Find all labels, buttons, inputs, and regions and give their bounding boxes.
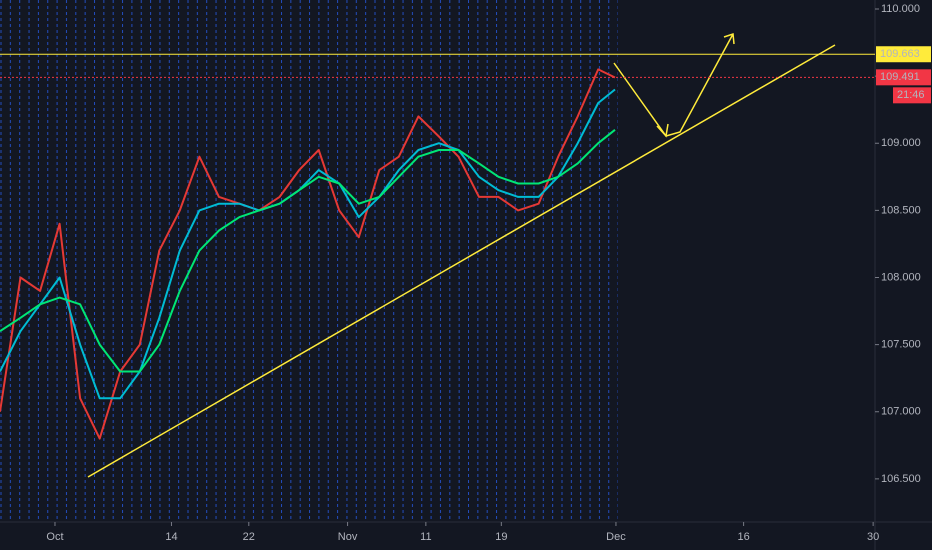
y-tick-label: 106.500	[881, 473, 921, 485]
countdown: 21:46	[897, 89, 925, 101]
y-tick-label: 107.500	[881, 339, 921, 351]
series-line	[0, 68, 616, 440]
x-tick-label: Nov	[338, 531, 358, 543]
arrow-head	[723, 32, 735, 45]
x-tick-label: 30	[867, 531, 879, 543]
x-tick-label: Dec	[606, 531, 626, 543]
y-tick-label: 107.000	[881, 406, 921, 418]
arrow-head	[656, 123, 669, 138]
x-tick-label: 16	[737, 531, 749, 543]
price-label: 109.663	[880, 48, 920, 60]
price-label-box	[876, 69, 931, 86]
x-tick-label: 14	[165, 531, 177, 543]
y-tick-label: 110.000	[881, 3, 920, 15]
price-label: 109.491	[880, 71, 920, 83]
x-tick-label: 22	[243, 531, 255, 543]
x-tick-label: 11	[420, 531, 431, 543]
y-tick-label: 108.000	[881, 271, 921, 283]
y-tick-label: 108.500	[881, 204, 921, 216]
session-separators	[0, 0, 618, 522]
series-line	[0, 129, 616, 373]
x-tick-label: Oct	[46, 531, 63, 543]
y-tick-label: 109.000	[881, 137, 921, 149]
x-tick-label: 19	[495, 531, 507, 543]
trend-line	[87, 44, 836, 478]
forecast-arrow	[613, 33, 734, 137]
price-label-box	[876, 46, 931, 63]
countdown-box	[893, 87, 931, 104]
series-line	[0, 88, 616, 400]
